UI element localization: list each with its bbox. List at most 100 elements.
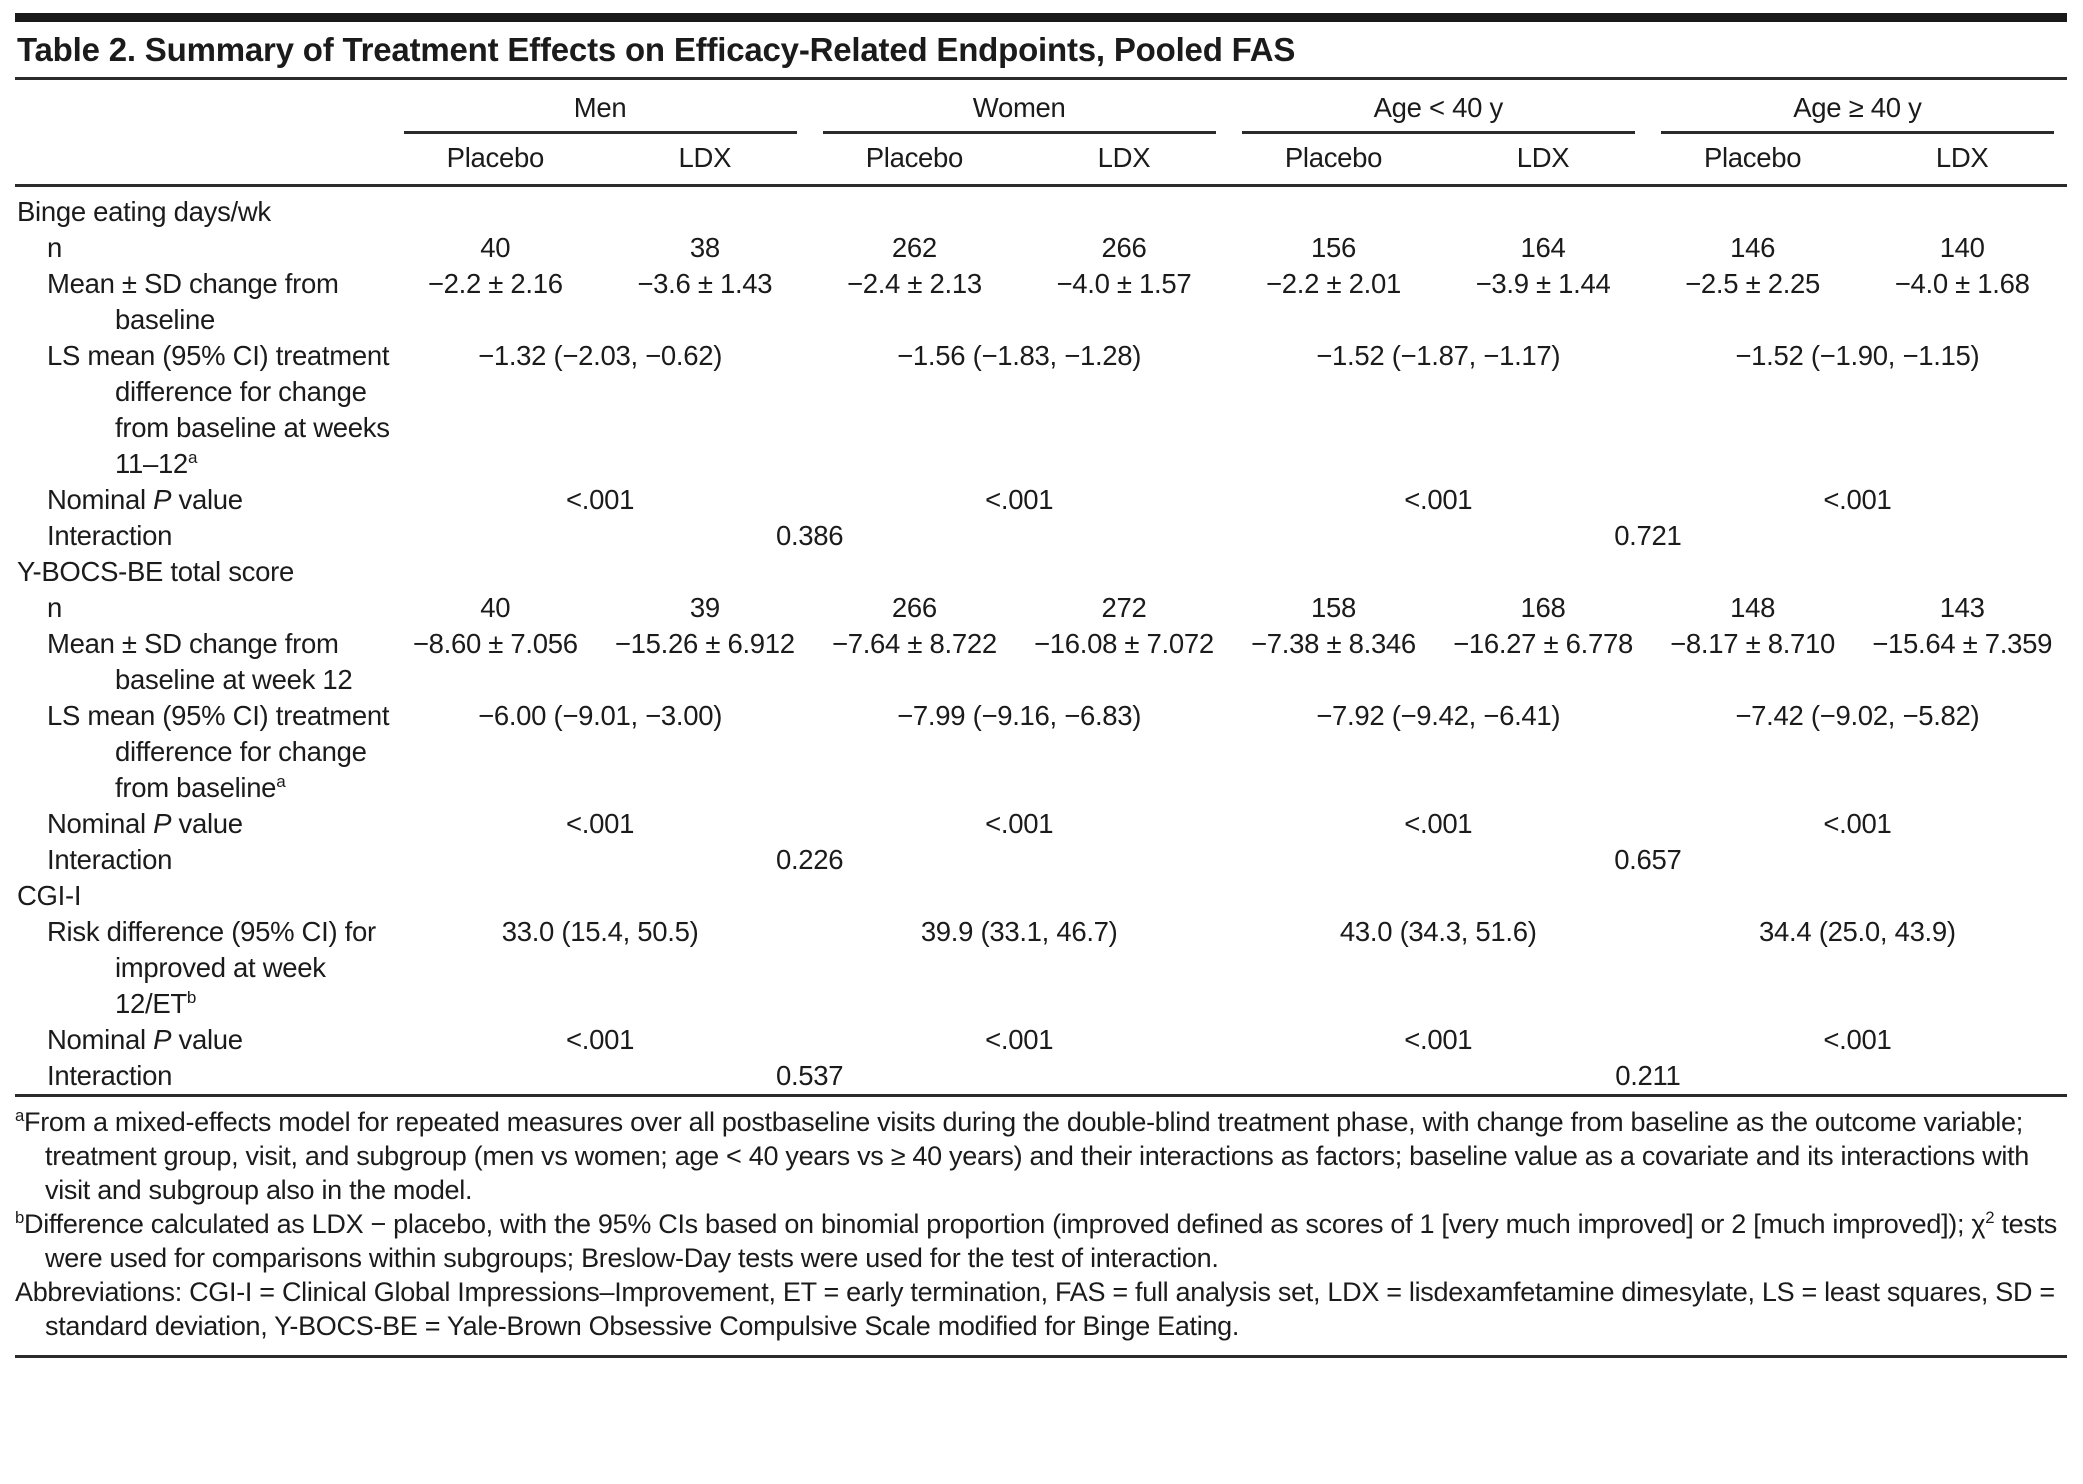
ls-mean-value: −1.52 (−1.87, −1.17)	[1316, 340, 1561, 371]
interaction-value: 0.211	[1615, 1060, 1681, 1091]
column-header-ldx: LDX	[1857, 134, 2067, 187]
section-label: CGI-I	[17, 880, 82, 911]
n-value: 156	[1311, 232, 1356, 263]
n-value: 40	[480, 592, 511, 623]
n-value: 266	[1101, 232, 1147, 263]
interaction-value: 0.386	[775, 520, 844, 551]
mean-sd-value: −2.2 ± 2.01	[1266, 268, 1401, 299]
mean-sd-value: −3.6 ± 1.43	[637, 268, 773, 299]
row-label: LS mean (95% CI) treatment difference fo…	[15, 338, 391, 482]
row-label: Mean ± SD change from baseline at week 1…	[47, 628, 353, 695]
journal-table-page: Table 2. Summary of Treatment Effects on…	[15, 13, 2067, 1358]
p-value: <.001	[566, 1024, 635, 1055]
mean-sd-value: −15.26 ± 6.912	[614, 628, 795, 659]
mean-sd-value: −8.17 ± 8.710	[1670, 628, 1836, 659]
table-row: Nominal P value <.001 <.001 <.001 <.001	[15, 1022, 2067, 1058]
p-value: <.001	[1404, 808, 1473, 839]
table-row: LS mean (95% CI) treatment difference fo…	[15, 698, 2067, 806]
p-value: <.001	[1404, 1024, 1473, 1055]
group-header-age-lt40: Age < 40 y	[1229, 80, 1648, 134]
p-value: <.001	[1823, 1024, 1892, 1055]
p-value: <.001	[566, 808, 635, 839]
mean-sd-value: −15.64 ± 7.359	[1872, 628, 2053, 659]
row-label: Interaction	[47, 1060, 173, 1091]
table-row: Interaction 0.537 0.211	[15, 1058, 2067, 1096]
footnotes: aFrom a mixed-effects model for repeated…	[15, 1097, 2067, 1343]
section-label: Y-BOCS-BE total score	[17, 556, 294, 587]
mean-sd-value: −3.9 ± 1.44	[1475, 268, 1611, 299]
group-header-age-ge40: Age ≥ 40 y	[1648, 80, 2067, 134]
mean-sd-value: −16.27 ± 6.778	[1453, 628, 1633, 659]
interaction-value: 0.537	[775, 1060, 844, 1091]
row-label-text: LS mean (95% CI) treatment difference fo…	[47, 340, 390, 479]
group-header-women: Women	[810, 80, 1229, 134]
p-value: <.001	[1823, 808, 1892, 839]
mean-sd-value: −8.60 ± 7.056	[412, 628, 578, 659]
n-value: 148	[1730, 592, 1776, 623]
footnote-marker: b	[186, 987, 197, 1007]
n-value: 38	[689, 232, 720, 263]
column-header-placebo: Placebo	[1228, 134, 1439, 187]
table-row: Mean ± SD change from baseline at week 1…	[15, 626, 2067, 698]
n-value: 158	[1311, 592, 1356, 623]
table-row: Y-BOCS-BE total score	[15, 554, 2067, 590]
ls-mean-value: −1.32 (−2.03, −0.62)	[478, 340, 723, 371]
n-value: 40	[480, 232, 511, 263]
mean-sd-value: −2.2 ± 2.16	[427, 268, 563, 299]
mean-sd-value: −16.08 ± 7.072	[1034, 628, 1214, 659]
n-value: 146	[1730, 232, 1776, 263]
table-top-rule	[15, 13, 2067, 22]
stub-cell	[15, 134, 391, 187]
footnote-marker: a	[15, 1106, 25, 1125]
footnote-b: bDifference calculated as LDX − placebo,…	[15, 1208, 2057, 1273]
interaction-value: 0.721	[1614, 520, 1682, 551]
p-value: <.001	[985, 1024, 1054, 1055]
group-label: Women	[972, 92, 1066, 123]
interaction-value: 0.226	[775, 844, 844, 875]
row-label: Nominal P value	[47, 808, 243, 839]
table-row: Nominal P value <.001 <.001 <.001 <.001	[15, 806, 2067, 842]
p-value: <.001	[566, 484, 635, 515]
p-value: <.001	[1823, 484, 1892, 515]
row-label: Nominal P value	[47, 1024, 243, 1055]
footnote-marker: b	[15, 1208, 25, 1227]
footnote-marker: a	[276, 771, 286, 791]
ls-mean-value: −1.52 (−1.90, −1.15)	[1735, 340, 1980, 371]
table-row: Mean ± SD change from baseline −2.2 ± 2.…	[15, 266, 2067, 338]
section-label: Binge eating days/wk	[17, 196, 271, 227]
group-label: Age < 40 y	[1373, 92, 1504, 123]
column-header-placebo: Placebo	[809, 134, 1020, 187]
chi-squared-exponent: 2	[1985, 1208, 1995, 1227]
ls-mean-value: −7.42 (−9.02, −5.82)	[1735, 700, 1980, 731]
group-label: Age ≥ 40 y	[1793, 92, 1922, 123]
mean-sd-value: −4.0 ± 1.57	[1056, 268, 1192, 299]
table-bottom-rule	[15, 1355, 2067, 1358]
risk-difference-value: 39.9 (33.1, 46.7)	[920, 916, 1118, 947]
column-header-placebo: Placebo	[1647, 134, 1858, 187]
row-label: Risk difference (95% CI) for improved at…	[15, 914, 391, 1022]
summary-table: Men Women Age < 40 y Age ≥ 40 y Placebo …	[15, 80, 2067, 1097]
row-label: LS mean (95% CI) treatment difference fo…	[15, 698, 391, 806]
ls-mean-value: −7.99 (−9.16, −6.83)	[897, 700, 1142, 731]
footnote-marker: a	[187, 447, 198, 467]
row-label: Nominal P value	[47, 484, 243, 515]
row-label: Interaction	[47, 520, 173, 551]
row-label: Interaction	[47, 844, 173, 875]
mean-sd-value: −2.5 ± 2.25	[1685, 268, 1821, 299]
column-header-ldx: LDX	[1438, 134, 1648, 187]
column-header-ldx: LDX	[1019, 134, 1229, 187]
table-row: LS mean (95% CI) treatment difference fo…	[15, 338, 2067, 482]
n-value: 266	[891, 592, 937, 623]
mean-sd-value: −4.0 ± 1.68	[1894, 268, 2030, 299]
ls-mean-value: −6.00 (−9.01, −3.00)	[478, 700, 723, 731]
mean-sd-value: −7.38 ± 8.346	[1251, 628, 1416, 659]
table-row: Nominal P value <.001 <.001 <.001 <.001	[15, 482, 2067, 518]
n-value: 262	[891, 232, 937, 263]
footnote-a: aFrom a mixed-effects model for repeated…	[15, 1106, 2030, 1205]
table-title: Table 2. Summary of Treatment Effects on…	[15, 22, 2067, 80]
column-header-placebo: Placebo	[390, 134, 601, 187]
subheader-row: Placebo LDX Placebo LDX Placebo LDX Plac…	[15, 134, 2067, 187]
group-header-row: Men Women Age < 40 y Age ≥ 40 y	[15, 80, 2067, 134]
n-value: 39	[689, 592, 720, 623]
table-row: Risk difference (95% CI) for improved at…	[15, 914, 2067, 1022]
